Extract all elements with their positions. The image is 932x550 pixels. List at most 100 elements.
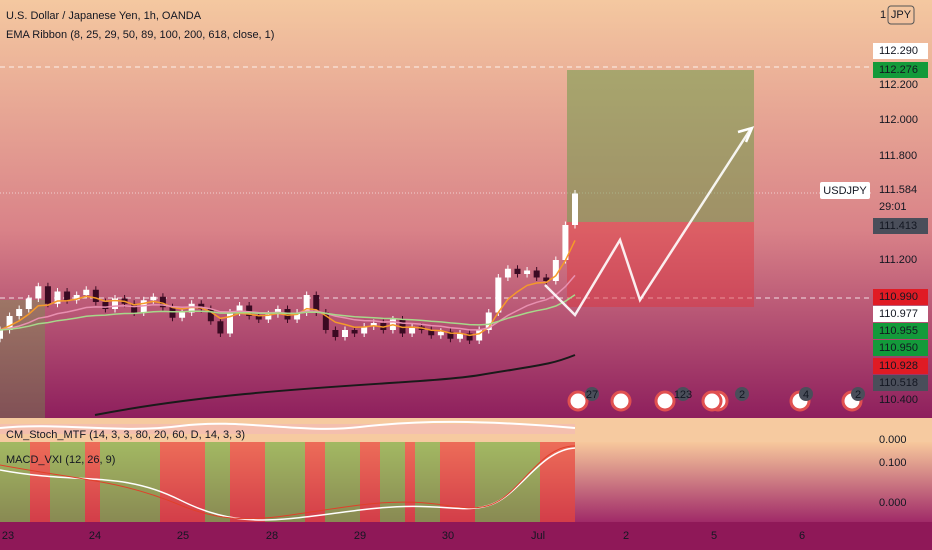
macd-band [440,442,475,522]
price-label: 112.290 [879,45,918,57]
event-count: 2 [855,389,861,401]
candle [236,305,243,313]
date-label: 30 [442,530,454,542]
candle [112,298,118,309]
price-label: 110.990 [879,291,918,303]
candle [495,277,502,313]
macd-band [305,442,325,522]
macd-band [475,442,540,522]
event-icon [701,390,723,412]
macd-bands [0,442,575,522]
axis-label: 111.200 [879,254,917,266]
candle [409,326,416,334]
price-badge [873,323,928,339]
axis-label: 0.000 [879,434,907,446]
macd-band [100,442,160,522]
macd-label: MACD_VXI (12, 26, 9) [6,454,115,466]
price-badge [873,218,928,234]
candle [524,270,531,274]
axis-label: 112.000 [879,114,918,126]
candle [35,286,42,299]
axis-label: 1 [880,9,886,21]
candle [265,314,272,320]
stoch-label: CM_Stoch_MTF (14, 3, 3, 80, 20, 60, D, 1… [6,429,245,441]
currency[interactable]: JPY [891,9,912,21]
date-label: 6 [799,530,805,542]
candle [274,309,281,315]
ema-long [94,354,576,416]
event-count-bg [676,387,690,401]
candle [485,312,492,330]
price-label: 112.276 [879,64,918,76]
candle [207,309,214,322]
candle [16,309,23,316]
price-label: 110.928 [879,360,918,372]
candle [217,321,224,334]
candle [399,319,406,334]
candle [437,331,444,336]
axis-label: 110.400 [879,394,918,406]
macd-band [380,442,405,522]
price-label: 110.955 [879,325,918,337]
candle [227,312,233,334]
price-badge [873,358,928,374]
candle [102,302,109,309]
candle [179,312,186,318]
candle [466,333,473,341]
candles [0,190,578,344]
candle [447,331,454,339]
price-badge [873,289,928,305]
candle [255,316,262,320]
candle [313,295,320,313]
event-count: 27 [586,389,598,401]
event-count: 4 [803,389,809,401]
candle [294,312,301,320]
candle [73,295,80,301]
event-count: 123 [674,389,692,401]
price-badge [873,306,928,322]
ema-line [0,240,576,337]
candle [514,268,521,274]
date-label: 23 [2,530,14,542]
candle [562,225,569,260]
macd-band [0,442,30,522]
event-count-bg [851,387,865,401]
candle [552,260,559,281]
title: U.S. Dollar / Japanese Yen, 1h, OANDA [6,10,202,22]
candle [342,330,348,337]
date-label: 29 [354,530,366,542]
date-label: 25 [177,530,189,542]
candle [131,303,138,313]
macd-band [85,442,100,522]
event-count-bg [735,387,749,401]
candle [572,193,578,225]
axis-label: 111.800 [879,150,917,162]
candle [351,330,358,334]
candle [361,326,368,334]
price-badge [873,340,928,356]
candle [246,305,253,316]
macd-band [50,442,85,522]
arrow-path [544,129,752,318]
price-label: 110.950 [879,342,918,354]
macd-band [405,442,415,522]
macd-band [415,442,440,522]
candle [284,309,291,320]
symbol-box [820,182,870,199]
candle [92,289,99,302]
price-badge [873,62,928,78]
candle [6,316,13,330]
price-badge [873,43,928,59]
macd-band [540,442,575,522]
axis-label: 0.100 [879,457,907,469]
candle [25,298,32,309]
currency-box[interactable] [887,5,915,25]
candle [159,296,166,308]
event-count-bg [799,387,813,401]
countdown: 29:01 [879,201,907,213]
price-pane [0,0,932,418]
date-label: Jul [531,530,545,542]
stoch-band [0,424,575,434]
event-count-bg [585,387,599,401]
